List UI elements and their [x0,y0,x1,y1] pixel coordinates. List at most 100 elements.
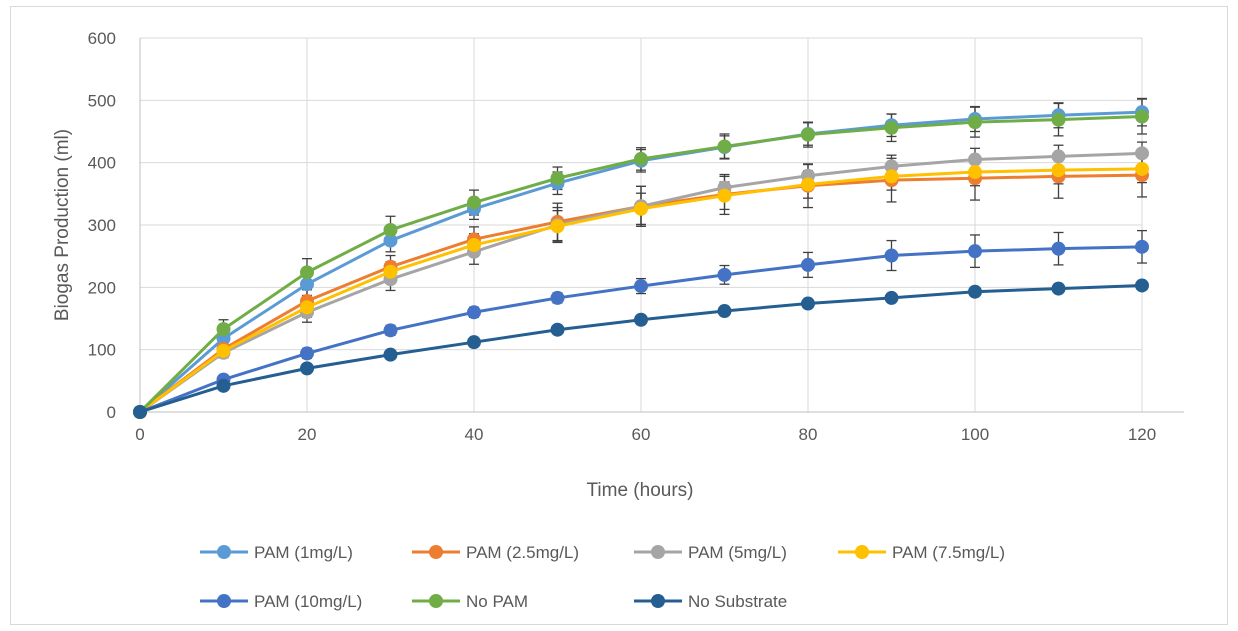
data-point [801,257,815,272]
data-point [1051,163,1066,178]
legend-swatch-marker [651,545,665,559]
legend-swatch-marker [217,545,231,559]
legend-label: PAM (1mg/L) [254,543,353,562]
legend-swatch-marker [429,545,443,559]
data-point [300,265,314,280]
legend-label: PAM (2.5mg/L) [466,543,579,562]
data-point [133,405,147,419]
legend-swatch-marker [429,594,443,608]
legend-item: PAM (7.5mg/L) [838,543,1005,562]
data-point [467,237,481,252]
data-point [550,290,565,305]
series-5 [133,109,1149,419]
data-point [884,120,899,135]
chart-frame [10,6,1228,625]
x-tick-label: 80 [799,425,818,444]
y-tick-label: 0 [107,403,116,422]
series-4 [133,239,1149,419]
data-point [801,296,815,311]
data-point [717,267,732,282]
data-point [467,335,481,350]
data-point [216,378,231,393]
data-point [884,248,899,263]
data-point [634,201,648,216]
data-point [884,169,899,184]
data-point [717,139,732,154]
x-tick-label: 120 [1128,425,1156,444]
y-tick-label: 100 [88,341,116,360]
legend-label: PAM (5mg/L) [688,543,787,562]
legend-swatch-marker [217,594,231,608]
tick-labels: 0 20 40 60 80 100 120 0 100 200 300 400 500 600 [88,29,1157,444]
legend-item: PAM (5mg/L) [634,543,787,562]
x-tick-label: 0 [135,425,144,444]
data-point [550,219,565,234]
data-point [884,159,899,174]
data-point [634,279,648,294]
data-point [467,305,481,320]
data-point [467,195,481,210]
data-point [383,323,398,338]
data-point [1135,161,1149,176]
data-point [801,177,815,192]
data-point [216,343,231,358]
y-tick-label: 300 [88,216,116,235]
data-point [968,115,982,130]
data-point [968,244,982,259]
x-tick-label: 40 [465,425,484,444]
legend-label: No Substrate [688,592,787,611]
data-point [968,284,982,299]
legend-label: PAM (7.5mg/L) [892,543,1005,562]
data-point [550,322,565,337]
data-point [717,188,732,203]
data-point [1051,112,1066,127]
legend-swatch-marker [855,545,869,559]
data-point [300,361,314,376]
axes [139,38,1184,413]
y-tick-label: 600 [88,29,116,48]
data-point [1135,146,1149,161]
data-point [968,152,982,167]
legend-item: No Substrate [634,592,787,611]
data-point [634,151,648,166]
data-point [383,222,398,237]
data-point [383,233,398,248]
x-tick-label: 100 [961,425,989,444]
data-point [1135,278,1149,293]
data-point [1051,241,1066,256]
data-point [300,300,314,315]
legend-item: PAM (10mg/L) [200,592,362,611]
data-point [300,346,314,361]
data-point [884,290,899,305]
legend-item: PAM (1mg/L) [200,543,353,562]
data-point [717,304,732,319]
data-point [801,127,815,142]
legend: PAM (1mg/L) PAM (2.5mg/L) PAM (5mg/L) PAM (… [200,543,1005,611]
data-point [383,264,398,279]
series-lines [133,105,1149,419]
data-point [1051,149,1066,164]
y-tick-label: 400 [88,154,116,173]
data-point [550,171,565,186]
data-point [1135,239,1149,254]
y-tick-label: 500 [88,91,116,110]
legend-label: No PAM [466,592,528,611]
legend-swatch-marker [651,594,665,608]
y-axis-title: Biogas Production (ml) [52,129,73,321]
x-tick-label: 20 [298,425,317,444]
data-point [968,165,982,180]
data-point [300,277,314,292]
data-point [383,347,398,362]
data-point [216,322,231,337]
data-point [1051,281,1066,296]
y-tick-label: 200 [88,278,116,297]
data-point [1135,109,1149,124]
legend-item: No PAM [412,592,528,611]
series-6 [133,278,1149,419]
x-axis-title: Time (hours) [587,480,694,501]
x-tick-label: 60 [632,425,651,444]
data-point [634,312,648,327]
legend-label: PAM (10mg/L) [254,592,362,611]
legend-item: PAM (2.5mg/L) [412,543,579,562]
